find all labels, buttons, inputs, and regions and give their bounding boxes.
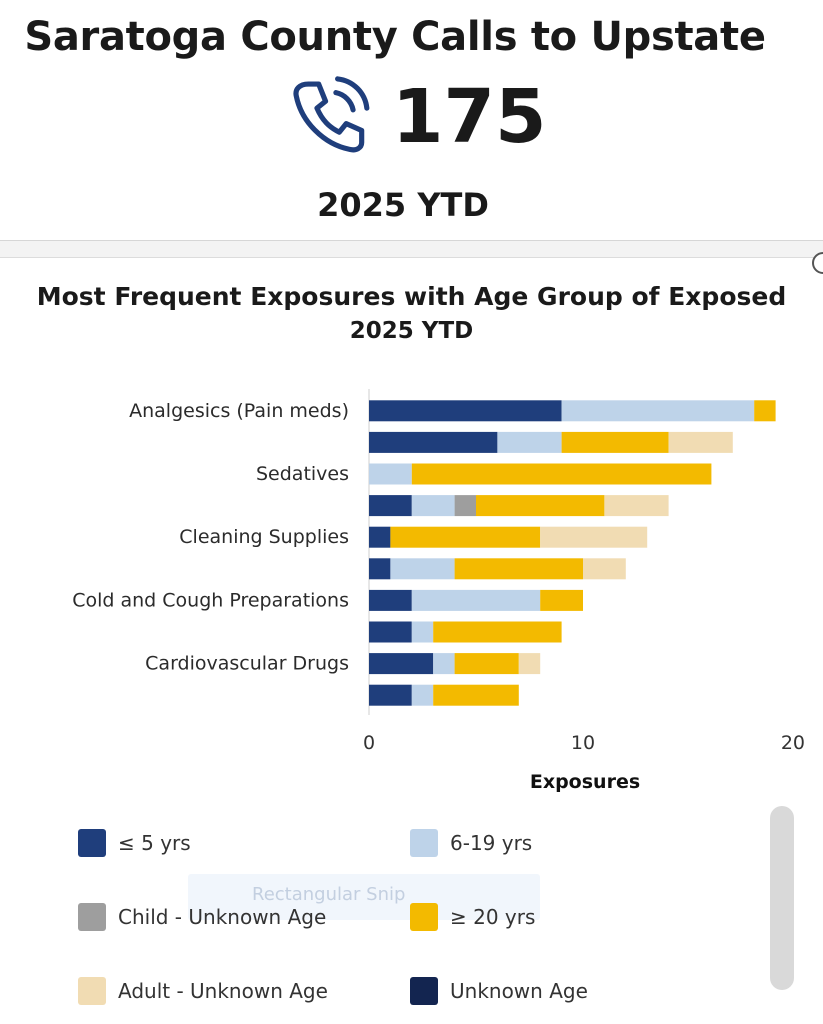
- chart-subtitle: 2025 YTD: [349, 318, 474, 344]
- x-tick-label: 10: [571, 732, 595, 754]
- bar-segment[interactable]: [454, 653, 519, 675]
- bar-segment[interactable]: [411, 621, 434, 643]
- category-label: Cold and Cough Preparations: [72, 589, 349, 611]
- category-label: Cleaning Supplies: [179, 526, 349, 548]
- bar-segment[interactable]: [369, 526, 391, 548]
- bar-segment[interactable]: [369, 621, 412, 643]
- legend-label: 6-19 yrs: [450, 831, 533, 855]
- bar-segment[interactable]: [454, 495, 476, 517]
- legend-item[interactable]: Child - Unknown Age: [78, 900, 326, 934]
- bar-segment[interactable]: [390, 558, 455, 580]
- snip-overlay: [188, 874, 540, 920]
- kpi-panel: Saratoga County Calls to Upstate 175 202…: [0, 0, 823, 241]
- bar-segment[interactable]: [454, 558, 583, 580]
- legend-swatch: [410, 829, 438, 857]
- legend-item[interactable]: ≤ 5 yrs: [78, 826, 191, 860]
- bar-segment[interactable]: [433, 653, 455, 675]
- legend-swatch: [78, 829, 106, 857]
- phone-icon: [293, 76, 370, 153]
- category-label: Cardiovascular Drugs: [145, 653, 349, 675]
- bar-segment[interactable]: [561, 400, 755, 422]
- scrollbar-thumb[interactable]: [770, 806, 794, 990]
- x-axis-title: Exposures: [530, 771, 640, 793]
- legend-swatch: [410, 903, 438, 931]
- bar-segment[interactable]: [369, 653, 434, 675]
- bar-segment[interactable]: [390, 526, 541, 548]
- legend-item[interactable]: Unknown Age: [410, 974, 588, 1008]
- category-label: Analgesics (Pain meds): [129, 400, 349, 422]
- bar-segment[interactable]: [561, 431, 669, 453]
- category-label: Sedatives: [256, 463, 349, 485]
- bar-segment[interactable]: [369, 558, 391, 580]
- legend-label: ≤ 5 yrs: [118, 831, 191, 855]
- bar-segment[interactable]: [433, 621, 562, 643]
- bar-segment[interactable]: [604, 495, 669, 517]
- bar-segment[interactable]: [369, 431, 498, 453]
- bar-segment[interactable]: [540, 589, 583, 611]
- kpi-period: 2025 YTD: [317, 186, 489, 224]
- legend-swatch: [78, 903, 106, 931]
- x-tick-label: 20: [781, 732, 805, 754]
- bar-segment[interactable]: [754, 400, 776, 422]
- legend-swatch: [78, 977, 106, 1005]
- bar-segment[interactable]: [497, 431, 562, 453]
- legend-item[interactable]: Adult - Unknown Age: [78, 974, 328, 1008]
- kpi-title: Saratoga County Calls to Upstate: [24, 14, 766, 60]
- legend-item[interactable]: 6-19 yrs: [410, 826, 532, 860]
- chart-title: Most Frequent Exposures with Age Group o…: [36, 282, 787, 311]
- legend-item[interactable]: ≥ 20 yrs: [410, 900, 535, 934]
- legend-label: Child - Unknown Age: [118, 905, 327, 929]
- bar-segment[interactable]: [411, 589, 541, 611]
- kpi-value: 175: [392, 74, 547, 160]
- legend-label: Unknown Age: [450, 979, 588, 1003]
- snip-overlay-label: Rectangular Snip: [252, 884, 406, 905]
- legend-label: ≥ 20 yrs: [450, 905, 536, 929]
- bar-segment[interactable]: [369, 463, 412, 485]
- bar-segment[interactable]: [411, 495, 455, 517]
- bar-segment[interactable]: [583, 558, 626, 580]
- bar-segment[interactable]: [411, 463, 712, 485]
- legend-label: Adult - Unknown Age: [118, 979, 328, 1003]
- panel-corner-button[interactable]: [812, 252, 823, 274]
- bar-segment[interactable]: [369, 400, 562, 422]
- bar-segment[interactable]: [476, 495, 605, 517]
- bar-segment[interactable]: [433, 684, 519, 706]
- panel-divider: [0, 241, 823, 258]
- bar-segment[interactable]: [369, 495, 412, 517]
- bar-segment[interactable]: [369, 684, 412, 706]
- bar-segment[interactable]: [411, 684, 434, 706]
- stacked-bar-chart: Analgesics (Pain meds) Sedatives Cleaning …: [72, 389, 805, 793]
- x-tick-label: 0: [363, 732, 375, 754]
- bar-segment[interactable]: [518, 653, 541, 675]
- bar-segment[interactable]: [369, 589, 412, 611]
- bar-segment[interactable]: [540, 526, 648, 548]
- chart-legend: ≤ 5 yrs 6-19 yrs Child - Unknown Age ≥ 20 y…: [78, 820, 678, 1020]
- legend-swatch: [410, 977, 438, 1005]
- bar-segment[interactable]: [668, 431, 733, 453]
